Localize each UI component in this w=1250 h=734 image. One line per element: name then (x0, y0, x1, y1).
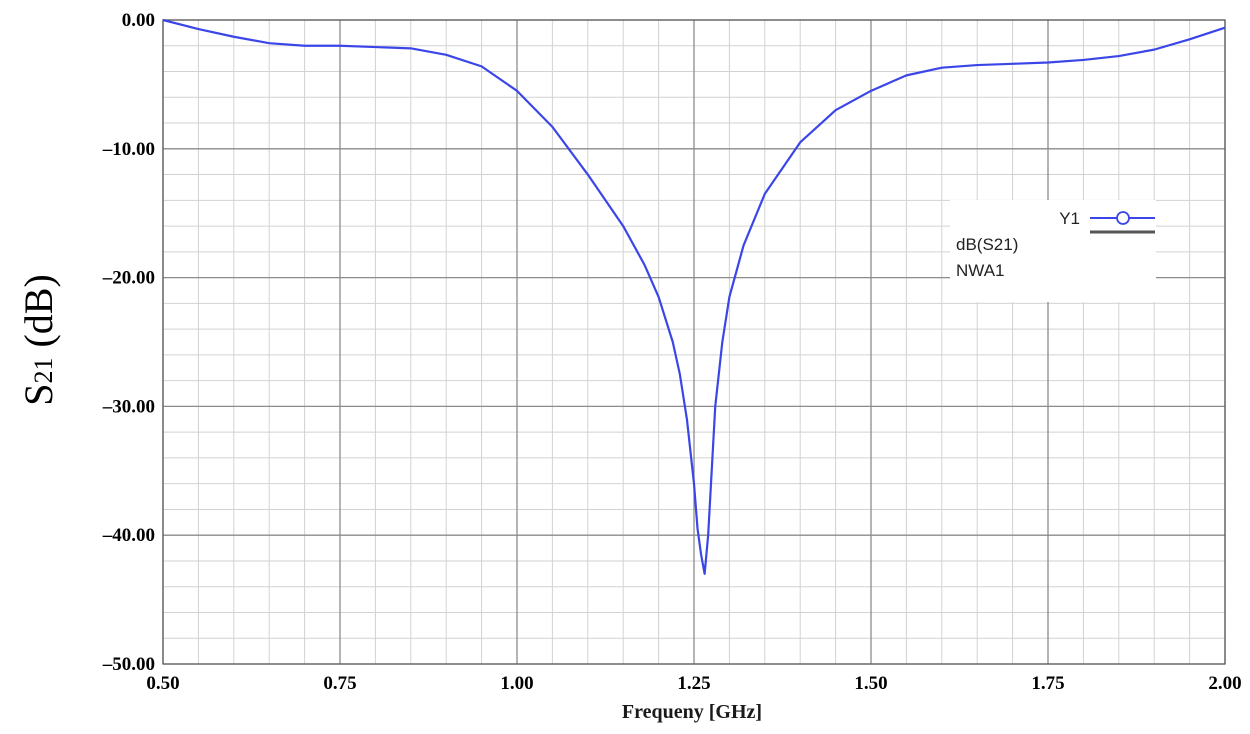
plot-frame (162, 19, 1226, 665)
y-tick-label: –20.00 (102, 268, 155, 289)
x-tick-label: 1.50 (854, 673, 887, 694)
x-tick-labels: 0.50 0.75 1.00 1.25 1.50 1.75 2.00 (146, 673, 1241, 694)
y-tick-label: –10.00 (102, 139, 155, 160)
y-tick-label: –50.00 (102, 654, 155, 675)
s21-series-line (162, 18, 1226, 575)
legend-marker-icon (1116, 211, 1130, 225)
legend-entry-source: NWA1 (956, 261, 1005, 280)
x-tick-label: 1.25 (677, 673, 710, 694)
y-axis-label-symbol: S (16, 384, 61, 406)
x-tick-label: 1.00 (500, 673, 533, 694)
x-tick-label: 0.50 (146, 673, 179, 694)
y-tick-label: 0.00 (122, 10, 155, 31)
y-tick-label: –40.00 (102, 525, 155, 546)
y-tick-label: –30.00 (102, 396, 155, 417)
legend-series-label: Y1 (1059, 209, 1080, 228)
y-tick-labels: 0.00 –10.00 –20.00 –30.00 –40.00 –50.00 (102, 10, 155, 675)
legend: Y1 dB(S21) NWA1 (950, 200, 1156, 302)
x-tick-label: 1.75 (1031, 673, 1064, 694)
x-tick-label: 2.00 (1208, 673, 1241, 694)
y-axis-label: S21 (dB) (16, 274, 61, 406)
y-axis-label-subscript: 21 (29, 358, 58, 384)
x-axis-label: Frequeny [GHz] (622, 701, 762, 723)
x-tick-label: 0.75 (323, 673, 356, 694)
y-axis-label-unit: (dB) (16, 274, 61, 357)
legend-entry-trace: dB(S21) (956, 235, 1018, 254)
